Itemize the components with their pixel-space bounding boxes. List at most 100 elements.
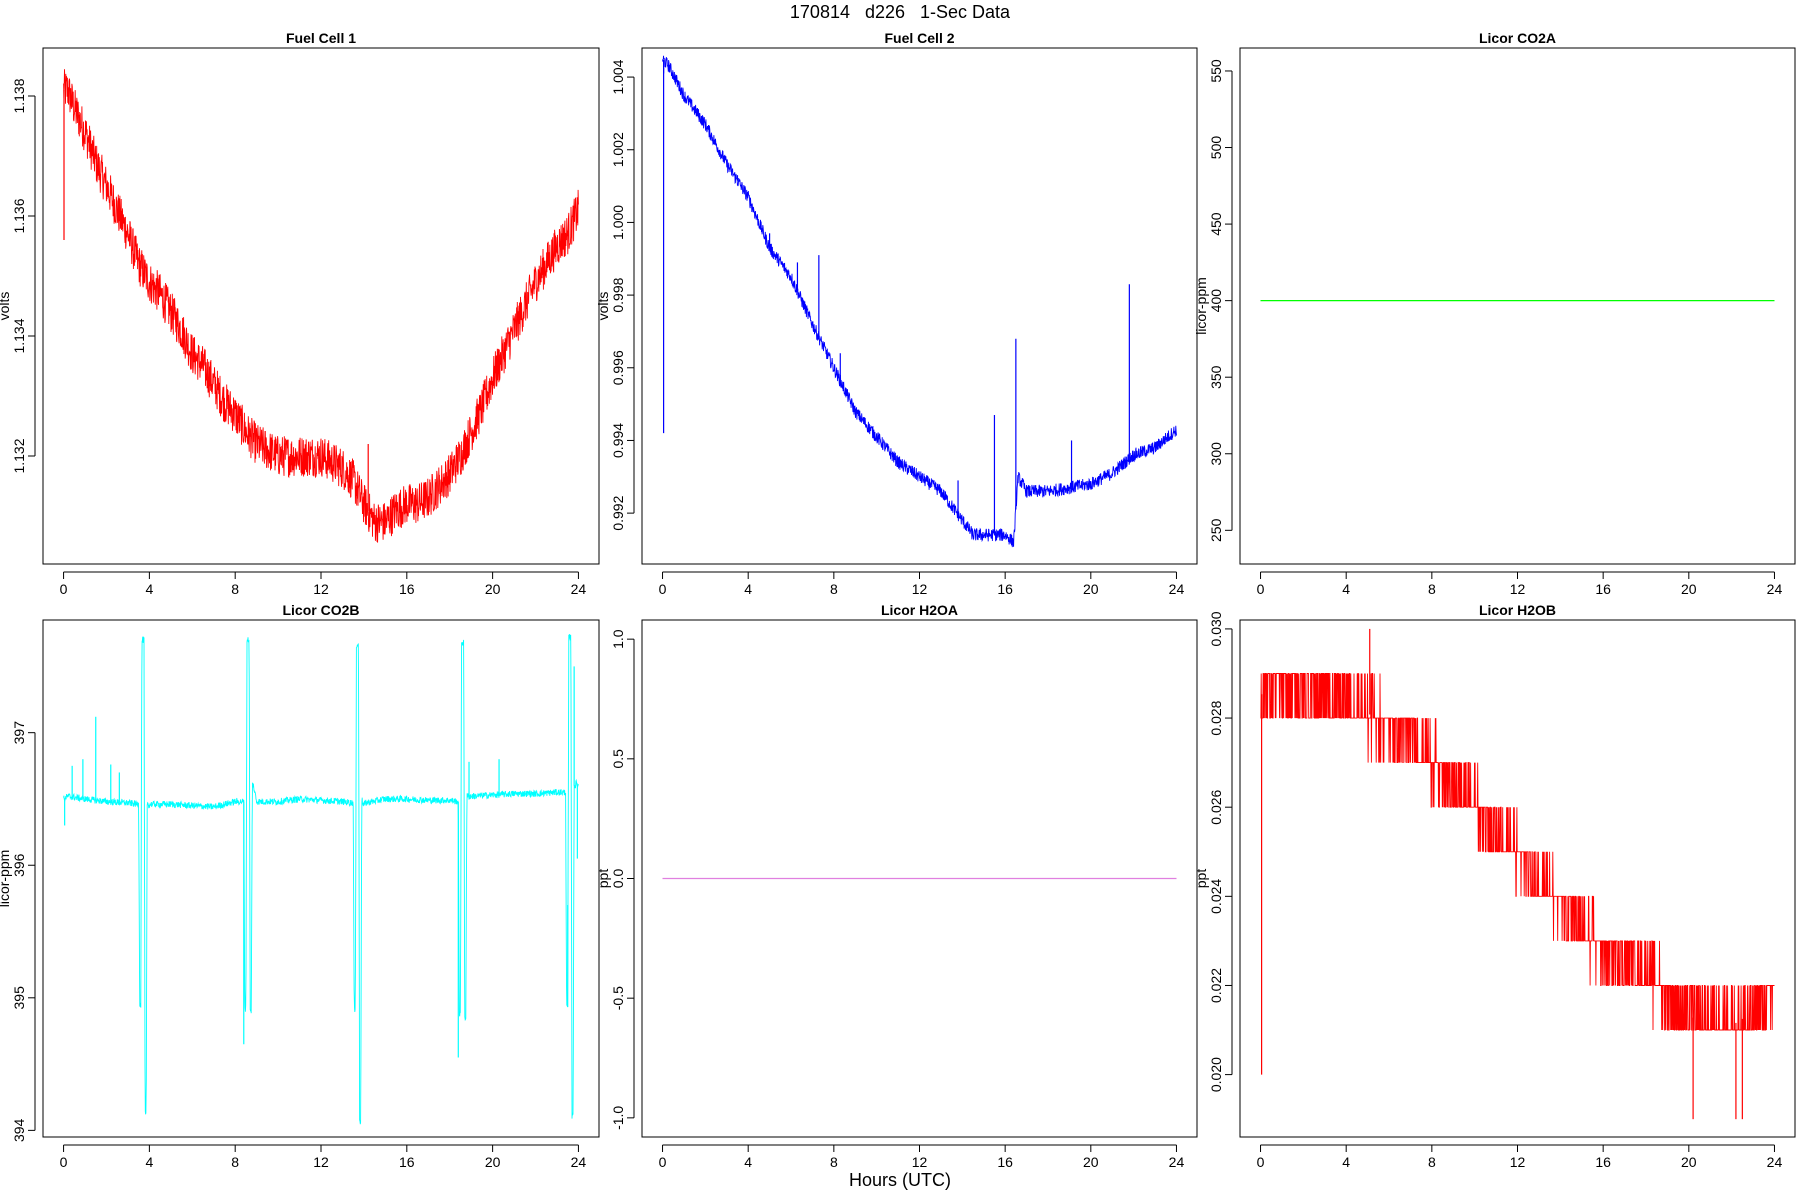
y-axis-label: volts [595, 292, 611, 321]
x-tick-label: 20 [1083, 581, 1099, 597]
x-tick-label: 20 [1681, 1154, 1697, 1170]
panel-licor-co2a: Licor CO2A 0 4 8 12 16 20 24 250 300 350 400 450 500 5… [1193, 30, 1796, 597]
x-tick-label: 0 [60, 1154, 68, 1170]
panel-fuel-cell-2: Fuel Cell 20 4 8 12 16 20 240.9920.9940.9960.9… [595, 30, 1198, 597]
y-tick-label: 1.132 [11, 438, 27, 473]
y-axis: 394 395 396 397 [11, 721, 36, 1142]
y-tick-label: 1.138 [11, 78, 27, 113]
y-tick-label: 1.000 [610, 205, 626, 240]
y-tick-label: 300 [1208, 442, 1224, 466]
x-tick-label: 20 [485, 1154, 501, 1170]
series-line [63, 634, 579, 1125]
x-tick-label: 4 [145, 1154, 153, 1170]
x-tick-label: 8 [231, 581, 239, 597]
panel-licor-co2b: Licor CO2B 0 4 8 12 16 20 24 394 395 396 397 licor-p… [0, 602, 600, 1170]
y-axis: -1.0 -0.5 0.0 0.5 1.0 [610, 629, 635, 1130]
x-tick-label: 16 [399, 1154, 415, 1170]
y-tick-label: 0.0 [610, 869, 626, 889]
y-tick-label: 1.134 [11, 318, 27, 353]
plot-frame [42, 619, 600, 1138]
x-axis: 0 4 8 12 16 20 24 [659, 1144, 1185, 1170]
y-tick-label: 0.994 [610, 423, 626, 458]
plot-frame [641, 619, 1198, 1138]
x-tick-label: 8 [830, 1154, 838, 1170]
x-axis: 0 4 8 12 16 20 24 [60, 571, 587, 597]
x-tick-label: 4 [1342, 1154, 1350, 1170]
x-tick-label: 12 [912, 1154, 928, 1170]
plot-frame [1239, 619, 1796, 1138]
panel-title: Fuel Cell 1 [286, 30, 356, 46]
x-tick-label: 16 [1595, 1154, 1611, 1170]
y-tick-label: 0.020 [1208, 1057, 1224, 1092]
y-axis-label: ppt [1193, 869, 1209, 889]
x-tick-label: 8 [830, 581, 838, 597]
x-tick-label: 12 [313, 581, 329, 597]
x-tick-label: 20 [1681, 581, 1697, 597]
panel-title: Licor H2OB [1479, 602, 1556, 618]
y-tick-label: 550 [1208, 59, 1224, 83]
x-tick-label: 16 [1595, 581, 1611, 597]
panel-title: Licor H2OA [881, 602, 958, 618]
x-tick-label: 4 [1342, 581, 1350, 597]
y-tick-label: 0.998 [610, 277, 626, 312]
x-tick-label: 12 [313, 1154, 329, 1170]
y-tick-label: 397 [11, 721, 27, 745]
y-axis-label: volts [0, 292, 12, 321]
y-axis-label: licor-ppm [0, 850, 12, 908]
series [63, 634, 579, 1125]
x-tick-label: 12 [1510, 1154, 1526, 1170]
page-title: 170814 d226 1-Sec Data [789, 2, 1011, 22]
y-tick-label: 0.022 [1208, 968, 1224, 1003]
y-tick-label: 450 [1208, 212, 1224, 236]
panel-fuel-cell-1: Fuel Cell 10 4 8 12 16 20 241.1321.1341.1361.1… [0, 30, 600, 597]
y-tick-label: 0.992 [610, 495, 626, 530]
y-axis-label: licor-ppm [1193, 277, 1209, 335]
y-tick-label: 0.028 [1208, 700, 1224, 735]
x-axis: 0 4 8 12 16 20 24 [659, 571, 1184, 597]
y-tick-label: 1.136 [11, 198, 27, 233]
plot-frame [1239, 47, 1796, 565]
y-axis: 1.132 1.134 1.136 1.138 [11, 78, 36, 474]
y-axis: 250 300 350 400 450 500 550 [1208, 59, 1233, 542]
y-axis: 0.020 0.022 0.024 0.026 0.028 0.030 [1208, 611, 1233, 1092]
x-axis: 0 4 8 12 16 20 24 [60, 1144, 587, 1170]
y-tick-label: 350 [1208, 365, 1224, 389]
y-tick-label: 1.004 [610, 59, 626, 94]
x-axis: 0 4 8 12 16 20 24 [1257, 571, 1783, 597]
y-axis-label: ppt [595, 869, 611, 889]
y-axis: 0.992 0.994 0.996 0.998 1.000 1.002 1.004 [610, 59, 635, 531]
y-tick-label: 0.030 [1208, 611, 1224, 646]
x-tick-label: 24 [1169, 1154, 1185, 1170]
x-tick-label: 12 [1510, 581, 1526, 597]
x-tick-label: 4 [744, 581, 752, 597]
series-line [1260, 673, 1775, 1031]
x-tick-label: 20 [485, 581, 501, 597]
x-tick-label: 24 [571, 581, 587, 597]
panel-title: Licor CO2A [1479, 30, 1556, 46]
x-tick-label: 16 [399, 581, 415, 597]
panel-licor-h2oa: Licor H2OA 0 4 8 12 16 20 24 -1.0 -0.5 0.0 0.5 1.0 pp… [595, 602, 1198, 1170]
y-tick-label: 1.002 [610, 132, 626, 167]
y-tick-label: 395 [11, 986, 27, 1010]
x-tick-label: 24 [571, 1154, 587, 1170]
x-tick-label: 0 [659, 581, 667, 597]
x-tick-label: 0 [659, 1154, 667, 1170]
series [63, 69, 579, 543]
x-tick-label: 24 [1767, 581, 1783, 597]
y-tick-label: 1.0 [610, 629, 626, 649]
y-tick-label: 400 [1208, 289, 1224, 313]
plot-frame [641, 47, 1198, 565]
y-tick-label: -0.5 [610, 986, 626, 1010]
x-tick-label: 4 [145, 581, 153, 597]
x-tick-label: 12 [912, 581, 928, 597]
series [1260, 628, 1775, 1120]
x-tick-label: 8 [231, 1154, 239, 1170]
y-tick-label: 396 [11, 853, 27, 877]
y-tick-label: 500 [1208, 136, 1224, 160]
panel-title: Licor CO2B [282, 602, 359, 618]
x-tick-label: 8 [1428, 1154, 1436, 1170]
panel-title: Fuel Cell 2 [884, 30, 954, 46]
series-line [662, 55, 1177, 548]
